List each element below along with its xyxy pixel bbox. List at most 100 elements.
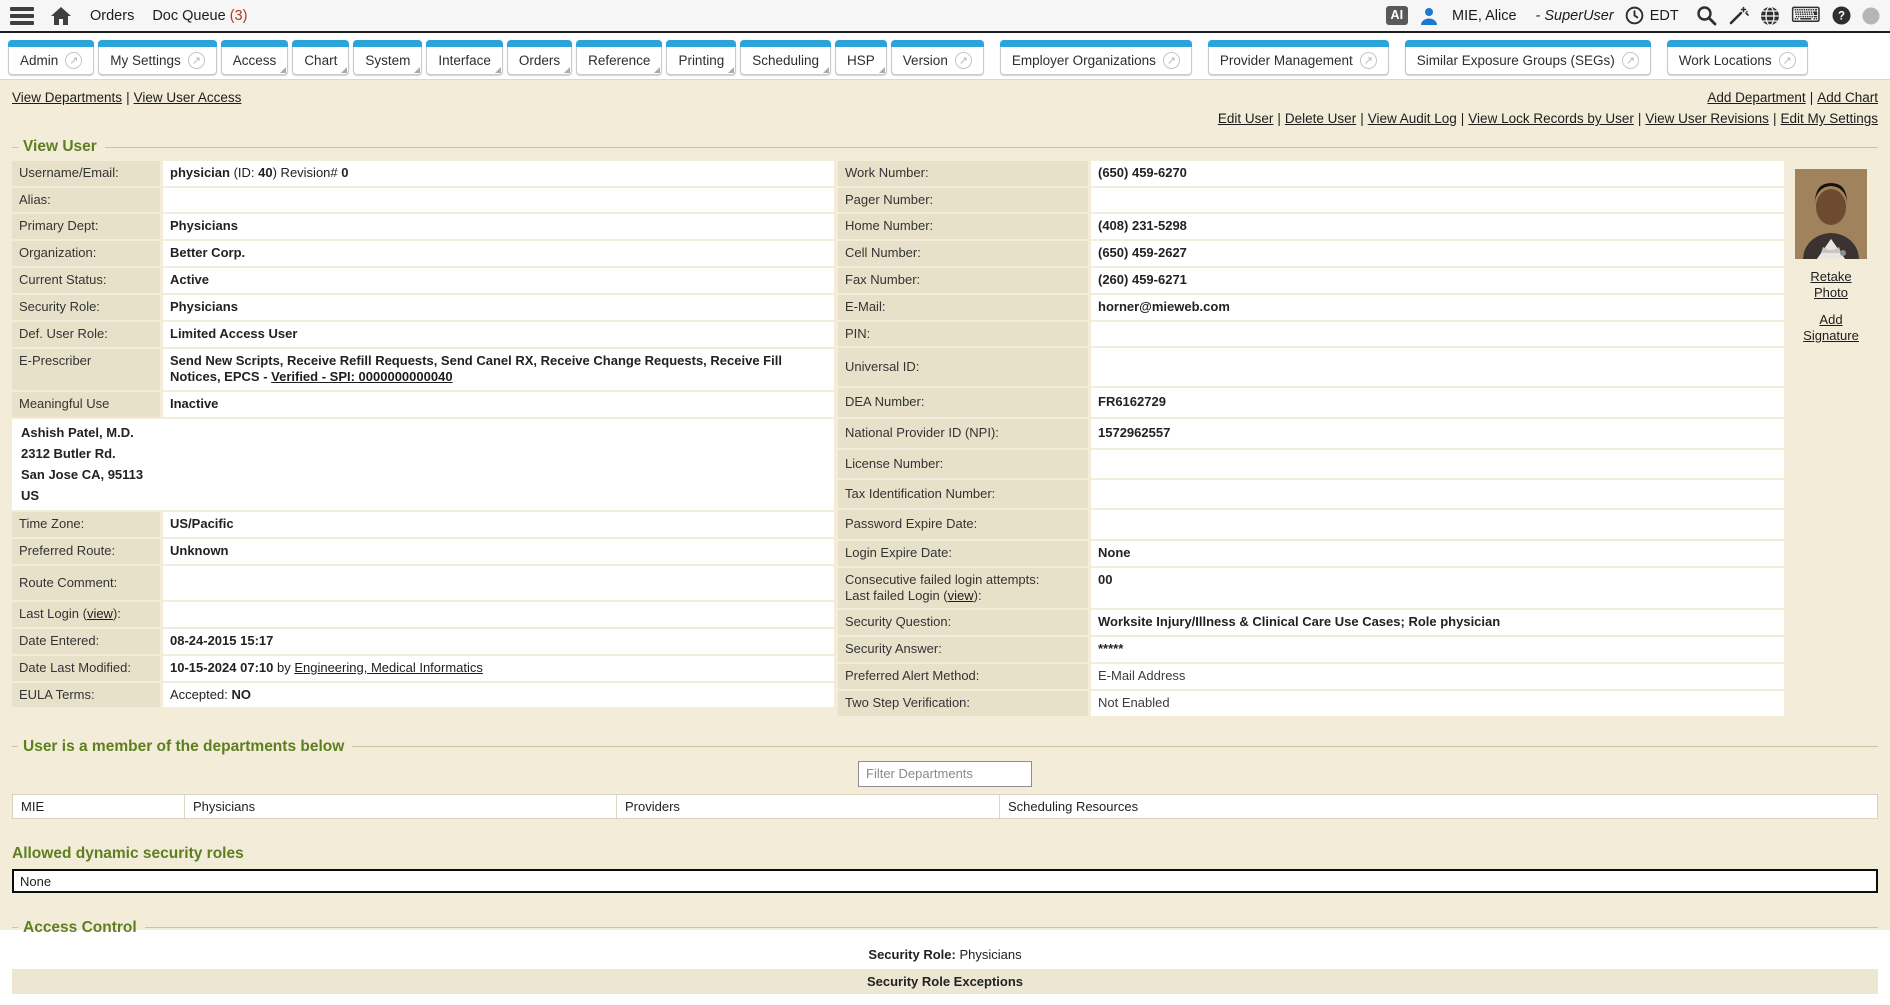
- tab-scheduling[interactable]: Scheduling: [740, 40, 832, 75]
- field-label: Consecutive failed login attempts: Last f…: [838, 567, 1088, 609]
- links-top-right: Add Department | Add Chart: [1707, 90, 1878, 105]
- popout-icon[interactable]: ↗: [187, 52, 205, 69]
- globe-icon[interactable]: [1760, 5, 1780, 26]
- main-content: View Departments | View User Access Add De…: [0, 80, 1890, 1005]
- tab-label: My Settings: [110, 53, 181, 68]
- field-label: PIN:: [838, 321, 1088, 346]
- department-cell-mie[interactable]: MIE: [13, 794, 185, 818]
- tab-system[interactable]: System: [353, 40, 423, 75]
- dynamic-roles-box[interactable]: None: [12, 868, 1878, 893]
- security-role-value: Physicians: [959, 946, 1022, 962]
- retake-photo-link[interactable]: Retake Photo: [1810, 269, 1852, 301]
- department-cell-scheduling-resources[interactable]: Scheduling Resources: [1008, 798, 1139, 814]
- tab-label: Reference: [588, 53, 651, 68]
- action-view-lock-records-by-user[interactable]: View Lock Records by User: [1468, 111, 1634, 126]
- action-view-user-revisions[interactable]: View User Revisions: [1645, 111, 1769, 126]
- popout-icon[interactable]: ↗: [65, 52, 83, 69]
- tab-hsp[interactable]: HSP: [835, 40, 887, 75]
- user-photo[interactable]: [1795, 169, 1867, 259]
- field-value: Physicians: [163, 214, 834, 240]
- link-add-chart[interactable]: Add Chart: [1817, 90, 1878, 105]
- access-control-title: Access Control: [23, 918, 137, 936]
- detail-row: EULA Terms: Accepted: NO: [12, 682, 834, 708]
- field-label: E-Prescriber: [12, 348, 160, 391]
- link-view[interactable]: view: [947, 587, 974, 603]
- menu-orders[interactable]: Orders: [90, 7, 135, 24]
- tab-chart[interactable]: Chart: [292, 40, 350, 75]
- field-label: Pager Number:: [838, 187, 1088, 213]
- tab-reference[interactable]: Reference: [576, 40, 663, 75]
- action-edit-my-settings[interactable]: Edit My Settings: [1780, 111, 1878, 126]
- user-name[interactable]: MIE, Alice: [1452, 7, 1517, 24]
- field-value: [1091, 449, 1784, 479]
- clock-icon[interactable]: [1625, 6, 1644, 25]
- detail-row: E-Mail: horner@mieweb.com: [838, 294, 1784, 320]
- tab-version[interactable]: Version ↗: [890, 40, 984, 75]
- detail-row: Current Status: Active: [12, 267, 834, 293]
- detail-row: National Provider ID (NPI): 1572962557: [838, 419, 1784, 448]
- action-edit-user[interactable]: Edit User: [1217, 111, 1274, 126]
- link-verified-spi-0000000000040[interactable]: Verified - SPI: 0000000000040: [271, 369, 453, 385]
- add-signature-link[interactable]: Add Signature: [1803, 311, 1859, 343]
- detail-row: Universal ID:: [838, 347, 1784, 387]
- field-value: E-Mail Address: [1091, 663, 1784, 689]
- popout-icon[interactable]: ↗: [1162, 52, 1180, 69]
- field-value: US/Pacific: [163, 512, 834, 538]
- tab-my-settings[interactable]: My Settings ↗: [98, 40, 217, 75]
- status-circle-icon[interactable]: [1862, 7, 1880, 25]
- field-value: (650) 459-6270: [1091, 161, 1784, 186]
- ai-badge[interactable]: AI: [1385, 6, 1409, 25]
- department-cell-physicians[interactable]: Physicians: [185, 794, 617, 818]
- tab-interface[interactable]: Interface: [426, 40, 503, 75]
- keyboard-icon[interactable]: ⌨: [1790, 3, 1821, 27]
- field-value: None: [1091, 540, 1784, 566]
- tab-employer-organizations[interactable]: Employer Organizations ↗: [999, 40, 1192, 75]
- tab-admin[interactable]: Admin ↗: [7, 40, 95, 75]
- security-role-row: Security Role: Physicians: [12, 941, 1878, 967]
- tab-work-locations[interactable]: Work Locations ↗: [1666, 40, 1808, 75]
- link-engineering-medical-informatics[interactable]: Engineering, Medical Informatics: [294, 659, 483, 675]
- home-icon[interactable]: [50, 6, 72, 26]
- tab-provider-management[interactable]: Provider Management ↗: [1207, 40, 1389, 75]
- link-view-departments[interactable]: View Departments: [12, 90, 123, 105]
- tab-access[interactable]: Access: [220, 40, 289, 75]
- popout-icon[interactable]: ↗: [954, 52, 972, 69]
- detail-row: Ashish Patel, M.D. 2312 Butler Rd. San Jos…: [12, 419, 834, 511]
- menu-doc-queue[interactable]: Doc Queue (3): [152, 8, 247, 24]
- field-label: Login Expire Date:: [838, 540, 1088, 566]
- link-view[interactable]: view: [86, 606, 113, 622]
- field-value: [163, 187, 834, 213]
- field-label: DEA Number:: [838, 388, 1088, 418]
- tab-orders[interactable]: Orders: [506, 40, 573, 75]
- popout-icon[interactable]: ↗: [1359, 52, 1377, 69]
- detail-row: Pager Number:: [838, 187, 1784, 213]
- security-role-exceptions-row: [12, 995, 1878, 1005]
- link-view-user-access[interactable]: View User Access: [133, 90, 242, 105]
- user-icon[interactable]: [1419, 6, 1439, 26]
- action-delete-user[interactable]: Delete User: [1284, 111, 1357, 126]
- user-details-left: Username/Email: physician (ID: 40) Revisi…: [12, 161, 834, 709]
- search-icon[interactable]: [1696, 5, 1717, 26]
- field-label: National Provider ID (NPI):: [838, 419, 1088, 448]
- detail-row: Primary Dept: Physicians: [12, 214, 834, 240]
- action-view-audit-log[interactable]: View Audit Log: [1367, 111, 1457, 126]
- popout-icon[interactable]: ↗: [1778, 52, 1796, 69]
- access-control-section-head: Access Control: [12, 919, 1878, 937]
- photo-column: Retake Photo Add Signature: [1784, 161, 1878, 344]
- field-value: physician (ID: 40) Revision# 0: [163, 161, 834, 186]
- field-label: Route Comment:: [12, 566, 160, 601]
- tab-similar-exposure-groups-segs[interactable]: Similar Exposure Groups (SEGs) ↗: [1404, 40, 1651, 75]
- help-icon[interactable]: ?: [1832, 6, 1851, 25]
- tab-label: Admin: [20, 53, 59, 68]
- popout-icon[interactable]: ↗: [1621, 52, 1639, 69]
- field-value: Inactive: [163, 392, 834, 418]
- tab-fold-icon: [564, 67, 571, 73]
- link-add-department[interactable]: Add Department: [1707, 90, 1806, 105]
- tab-printing[interactable]: Printing: [666, 40, 737, 75]
- filter-departments-input[interactable]: [858, 760, 1032, 787]
- magic-wand-icon[interactable]: [1728, 5, 1749, 26]
- hamburger-menu-icon[interactable]: [10, 6, 34, 25]
- field-value: [1091, 187, 1784, 213]
- field-label: Preferred Alert Method:: [838, 663, 1088, 689]
- department-cell-providers[interactable]: Providers: [617, 794, 1000, 818]
